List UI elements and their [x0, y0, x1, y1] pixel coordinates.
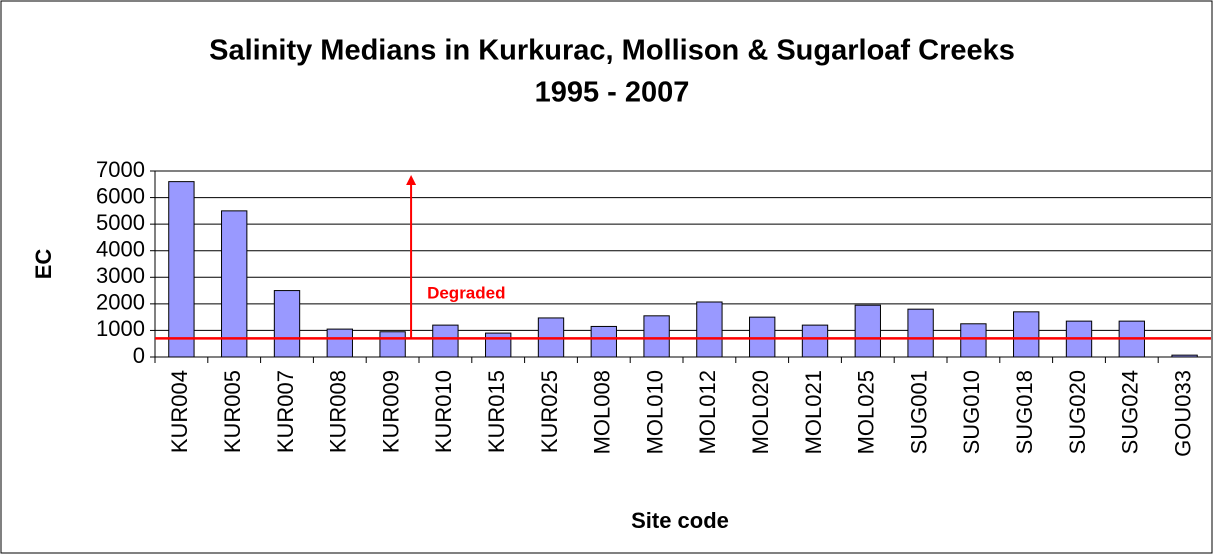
x-tick-label: GOU033	[1170, 370, 1195, 457]
annotation: Degraded	[427, 283, 505, 302]
x-tick-label: KUR007	[273, 370, 298, 453]
x-tick-label: MOL010	[642, 370, 667, 454]
x-tick-label: SUG024	[1118, 370, 1143, 454]
bar	[485, 332, 512, 358]
bar	[749, 316, 776, 358]
bar	[379, 331, 406, 358]
y-tick-label: 0	[133, 343, 145, 368]
bar	[696, 301, 723, 358]
x-tick-label: MOL012	[695, 370, 720, 454]
x-tick-label: MOL008	[590, 370, 615, 454]
x-tick-label: KUR004	[167, 370, 192, 453]
bar	[801, 324, 829, 358]
y-tick-label: 3000	[96, 263, 145, 288]
y-tick-label: 1000	[96, 316, 145, 341]
bar	[326, 328, 353, 358]
x-tick-label: KUR015	[484, 370, 509, 453]
x-tick-label: SUG018	[1012, 370, 1037, 454]
x-tick-label: KUR008	[326, 370, 351, 453]
x-tick-label: KUR005	[220, 370, 245, 453]
bar	[1171, 354, 1198, 358]
x-tick-label: KUR025	[537, 370, 562, 453]
y-tick-label: 6000	[96, 183, 145, 208]
bar	[907, 308, 934, 358]
y-tick-label: 2000	[96, 290, 145, 315]
x-tick-label: SUG020	[1065, 370, 1090, 454]
x-tick-label: MOL020	[748, 370, 773, 454]
bar	[168, 181, 195, 358]
y-tick-label: 7000	[96, 157, 145, 182]
bar	[960, 323, 987, 358]
chart-title: Salinity Medians in Kurkurac, Mollison &…	[209, 35, 1015, 67]
y-tick-label: 5000	[96, 210, 145, 235]
bar	[432, 324, 459, 358]
bar	[854, 304, 881, 358]
y-tick-label: 4000	[96, 237, 145, 262]
x-tick-label: SUG001	[906, 370, 931, 454]
x-tick-label: KUR009	[378, 370, 403, 453]
x-tick-label: KUR010	[431, 370, 456, 453]
x-tick-label: MOL025	[854, 370, 879, 454]
x-tick-label: MOL021	[801, 370, 826, 454]
bar	[643, 315, 670, 358]
y-axis-label: EC	[31, 249, 56, 280]
bar	[221, 210, 248, 358]
chart-subtitle: 1995 - 2007	[535, 77, 690, 109]
x-tick-label: SUG010	[959, 370, 984, 454]
bar	[590, 325, 617, 358]
x-axis-label: Site code	[631, 508, 729, 533]
arrow-head	[406, 175, 417, 185]
bar	[1013, 311, 1040, 358]
bar	[273, 290, 301, 358]
